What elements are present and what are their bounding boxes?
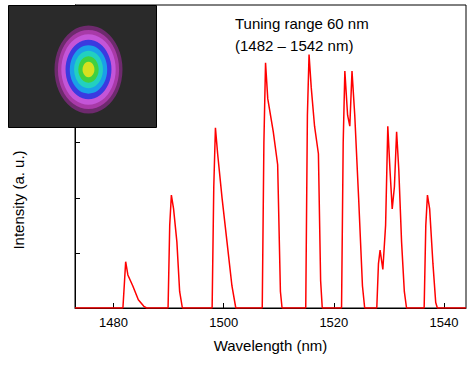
- svg-text:1540: 1540: [430, 315, 459, 330]
- svg-text:1480: 1480: [99, 315, 128, 330]
- svg-text:Tuning range 60 nm: Tuning range 60 nm: [235, 15, 369, 32]
- svg-text:1520: 1520: [319, 315, 348, 330]
- svg-text:Intensity (a. u.): Intensity (a. u.): [10, 150, 27, 249]
- svg-text:Wavelength (nm): Wavelength (nm): [214, 337, 328, 354]
- svg-text:(1482 – 1542 nm): (1482 – 1542 nm): [235, 37, 353, 54]
- svg-text:1500: 1500: [209, 315, 238, 330]
